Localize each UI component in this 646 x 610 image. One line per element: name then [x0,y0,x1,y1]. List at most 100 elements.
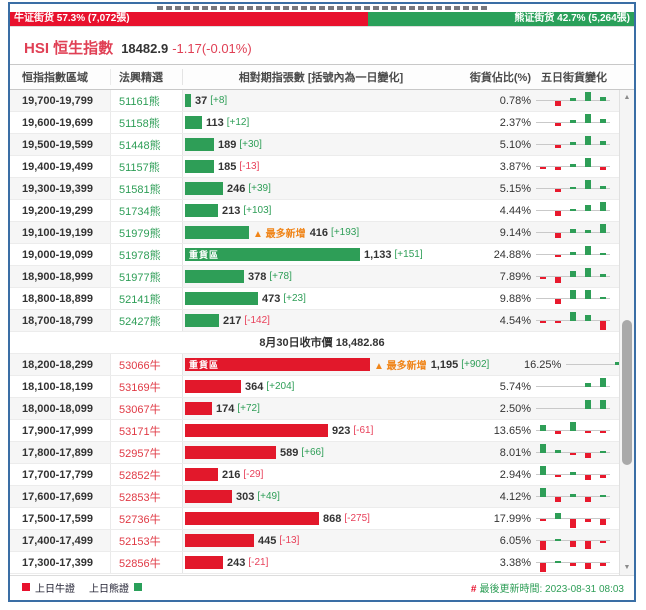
code-cell: 51448熊 [110,134,182,155]
table-row: 18,000-18,099 53067牛 174 [+72] 2.50% [10,398,634,420]
holdings-pct: 2.37% [499,116,531,129]
contracts-value: 416 [309,226,329,239]
price-range: 19,600-19,699 [22,116,93,129]
five-day-sparkline [536,266,614,287]
volume-bar [185,380,241,393]
most-new-label: ▲ 最多新增 [253,229,306,240]
contracts-value: 445 [258,534,277,547]
table-row: 18,900-18,999 51977熊 378 [+78] 7.89% [10,266,634,288]
warrant-code-link[interactable]: 52153牛 [119,535,161,548]
volume-bar [185,512,319,525]
five-day-sparkline [536,178,614,199]
code-cell: 51158熊 [110,112,182,133]
volume-bar [185,534,254,547]
legend: 上日牛證 上日熊證 [22,580,142,595]
code-cell: 53066牛 [110,354,182,375]
legend-bull-label: 上日牛證 [35,583,75,595]
warrant-code-link[interactable]: 53171牛 [119,425,161,438]
warrant-code-link[interactable]: 51158熊 [119,117,160,130]
gauge-bear-segment: 熊证街货 42.7% (5,264張) [367,12,634,26]
holdings-pct: 5.10% [499,138,531,151]
spark-cell [531,310,619,331]
price-range: 19,300-19,399 [22,182,93,195]
warrant-code-link[interactable]: 52856牛 [119,557,161,570]
warrant-code-link[interactable]: 51448熊 [119,139,161,152]
scroll-thumb[interactable] [622,320,632,465]
price-range: 19,700-19,799 [22,94,93,107]
contracts-value: 473 [262,292,281,305]
warrant-code-link[interactable]: 52427熊 [119,315,161,328]
five-day-sparkline [536,552,614,573]
code-cell: 52427熊 [110,310,182,331]
day-change-value: [+39] [248,183,271,194]
price-range: 17,900-17,999 [22,424,93,437]
warrant-code-link[interactable]: 51979熊 [119,227,161,240]
volume-bar [185,468,218,481]
five-day-sparkline [536,376,614,397]
warrant-code-link[interactable]: 52957牛 [119,447,161,460]
five-day-sparkline [536,398,614,419]
contracts-cell: 174 [+72] [182,398,459,419]
heavy-zone-label: 重貨區 [189,360,220,370]
scroll-up-arrow[interactable]: ▲ [623,94,631,101]
day-change-value: [-61] [353,425,374,436]
warrant-code-link[interactable]: 52852牛 [119,469,161,482]
warrant-code-link[interactable]: 52141熊 [119,293,161,306]
day-change-value: [+204] [266,381,295,392]
code-cell: 53067牛 [110,398,182,419]
code-cell: 52153牛 [110,530,182,551]
holdings-pct: 16.25% [524,358,562,371]
holdings-pct: 3.38% [499,556,531,569]
table-row: 19,500-19,599 51448熊 189 [+30] 5.10% [10,134,634,156]
spark-cell [531,508,619,529]
table-row: 19,000-19,099 51978熊 重貨區 1,133 [+151] 24… [10,244,634,266]
table-row: 19,600-19,699 51158熊 113 [+12] 2.37% [10,112,634,134]
day-change-value: [-275] [344,513,370,524]
warrant-code-link[interactable]: 52853牛 [119,491,161,504]
contracts-cell: 37 [+8] [182,90,459,111]
price-range: 18,100-18,199 [22,380,93,393]
warrant-code-link[interactable]: 51157熊 [119,161,160,174]
table-row: 18,700-18,799 52427熊 217 [-142] 4.54% [10,310,634,332]
spark-cell [531,244,619,265]
volume-bar [185,424,328,437]
spark-cell [531,442,619,463]
warrant-code-link[interactable]: 51977熊 [119,271,161,284]
warrant-code-link[interactable]: 53169牛 [119,381,161,394]
warrant-code-link[interactable]: 52736牛 [119,513,161,526]
contracts-value: 246 [227,182,246,195]
warrant-code-link[interactable]: 53066牛 [119,359,161,372]
contracts-cell: 246 [+39] [182,178,459,199]
holdings-pct: 24.88% [493,248,531,261]
contracts-cell: 243 [-21] [182,552,459,573]
five-day-sparkline [536,442,614,463]
scroll-down-arrow[interactable]: ▼ [623,564,631,571]
holdings-pct: 0.78% [499,94,531,107]
five-day-sparkline [536,244,614,265]
index-header: HSI 恒生指數 18482.9 -1.17(-0.01%) [10,26,634,64]
day-change-value: [+8] [210,95,228,106]
table-row: 17,500-17,599 52736牛 868 [-275] 17.99% [10,508,634,530]
contracts-cell: 113 [+12] [182,112,459,133]
holdings-pct: 7.89% [499,270,531,283]
contracts-value: 189 [218,138,237,151]
table-row: 17,900-17,999 53171牛 923 [-61] 13.65% [10,420,634,442]
warrant-code-link[interactable]: 51734熊 [119,205,161,218]
warrant-code-link[interactable]: 51978熊 [119,249,161,262]
legend-bear-label: 上日熊證 [89,583,129,595]
day-change-value: [+78] [269,271,292,282]
warrant-code-link[interactable]: 51161熊 [119,95,160,108]
index-change: -1.17(-0.01%) [172,41,252,56]
gauge-bull-segment: 牛证街货 57.3% (7,072張) [10,12,368,26]
day-change-value: [+30] [239,139,262,150]
footer-bar: 上日牛證 上日熊證 # 最後更新時間: 2023-08-31 08:03 [10,575,634,598]
bull-bear-gauge: 牛证街货 57.3% (7,072張) 熊证街货 42.7% (5,264張) [10,12,634,26]
warrant-code-link[interactable]: 53067牛 [119,403,161,416]
contracts-value: 217 [223,314,242,327]
warrant-code-link[interactable]: 51581熊 [119,183,161,196]
holdings-pct: 17.99% [493,512,531,525]
contracts-value: 174 [216,402,235,415]
day-change-value: [+23] [283,293,306,304]
col-header-code: 法興精選 [110,69,182,85]
scrollbar[interactable]: ▲ ▼ [619,90,634,575]
